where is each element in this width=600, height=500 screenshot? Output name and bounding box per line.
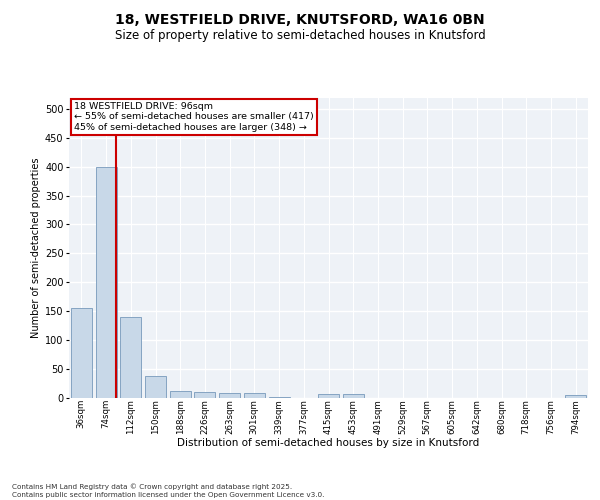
X-axis label: Distribution of semi-detached houses by size in Knutsford: Distribution of semi-detached houses by …: [178, 438, 479, 448]
Bar: [145, 376, 166, 398]
Bar: [71, 308, 92, 398]
Bar: [95, 166, 116, 398]
Text: 18, WESTFIELD DRIVE, KNUTSFORD, WA16 0BN: 18, WESTFIELD DRIVE, KNUTSFORD, WA16 0BN: [115, 12, 485, 26]
Text: 18 WESTFIELD DRIVE: 96sqm
← 55% of semi-detached houses are smaller (417)
45% of: 18 WESTFIELD DRIVE: 96sqm ← 55% of semi-…: [74, 102, 314, 132]
Text: Contains HM Land Registry data © Crown copyright and database right 2025.
Contai: Contains HM Land Registry data © Crown c…: [12, 484, 325, 498]
Text: Size of property relative to semi-detached houses in Knutsford: Size of property relative to semi-detach…: [115, 29, 485, 42]
Bar: [565, 395, 586, 398]
Bar: [318, 394, 339, 398]
Bar: [194, 392, 215, 398]
Bar: [343, 394, 364, 398]
Y-axis label: Number of semi-detached properties: Number of semi-detached properties: [31, 157, 41, 338]
Bar: [219, 393, 240, 398]
Bar: [170, 391, 191, 398]
Bar: [269, 397, 290, 398]
Bar: [120, 316, 141, 398]
Bar: [244, 394, 265, 398]
